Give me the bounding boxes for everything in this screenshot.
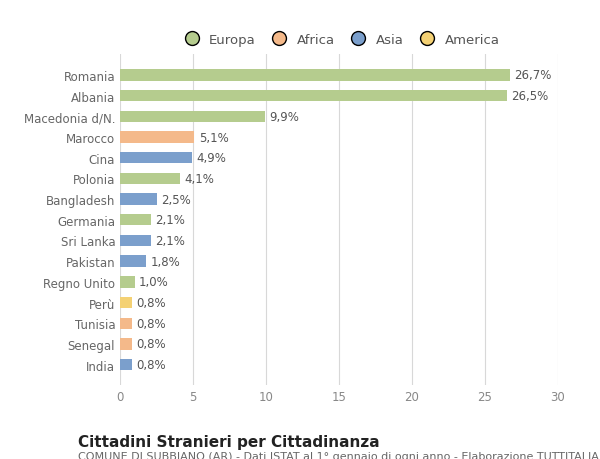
- Bar: [120, 297, 131, 308]
- Text: 0,8%: 0,8%: [136, 358, 166, 371]
- Text: 2,1%: 2,1%: [155, 214, 185, 227]
- Text: Cittadini Stranieri per Cittadinanza: Cittadini Stranieri per Cittadinanza: [78, 434, 380, 449]
- Bar: [120, 339, 131, 350]
- Text: 1,8%: 1,8%: [151, 255, 181, 268]
- Legend: Europa, Africa, Asia, America: Europa, Africa, Asia, America: [173, 28, 505, 52]
- Text: 1,0%: 1,0%: [139, 276, 169, 289]
- Bar: [120, 277, 134, 288]
- Bar: [120, 153, 191, 164]
- Bar: [120, 132, 194, 143]
- Text: 5,1%: 5,1%: [199, 131, 229, 144]
- Text: 0,8%: 0,8%: [136, 338, 166, 351]
- Text: 0,8%: 0,8%: [136, 297, 166, 309]
- Bar: [120, 70, 510, 81]
- Bar: [120, 215, 151, 226]
- Text: 4,9%: 4,9%: [196, 152, 226, 165]
- Text: 2,1%: 2,1%: [155, 235, 185, 247]
- Bar: [120, 174, 180, 185]
- Bar: [120, 112, 265, 123]
- Text: 26,7%: 26,7%: [514, 69, 551, 82]
- Bar: [120, 194, 157, 205]
- Bar: [120, 91, 507, 102]
- Text: 0,8%: 0,8%: [136, 317, 166, 330]
- Bar: [120, 318, 131, 329]
- Text: 9,9%: 9,9%: [269, 111, 299, 123]
- Bar: [120, 235, 151, 246]
- Text: 4,1%: 4,1%: [184, 173, 214, 185]
- Bar: [120, 359, 131, 370]
- Text: COMUNE DI SUBBIANO (AR) - Dati ISTAT al 1° gennaio di ogni anno - Elaborazione T: COMUNE DI SUBBIANO (AR) - Dati ISTAT al …: [78, 451, 600, 459]
- Text: 2,5%: 2,5%: [161, 193, 191, 206]
- Bar: [120, 256, 146, 267]
- Text: 26,5%: 26,5%: [511, 90, 548, 103]
